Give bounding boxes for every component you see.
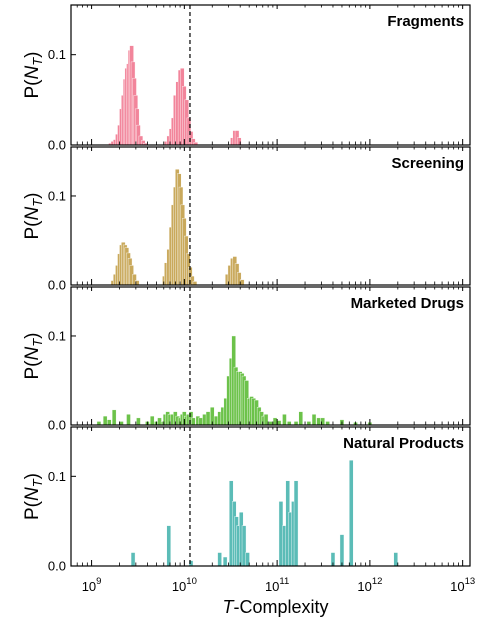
bar <box>298 411 303 426</box>
y-tick-label: 0.1 <box>48 47 66 62</box>
panel-title: Fragments <box>387 13 464 30</box>
bar <box>293 480 299 567</box>
bar <box>272 417 278 426</box>
bar <box>130 552 136 567</box>
bar <box>311 414 317 426</box>
bar <box>166 525 172 567</box>
bar <box>149 415 155 426</box>
y-tick-label: 0.1 <box>48 469 66 484</box>
bar <box>339 534 345 567</box>
bar <box>276 420 282 426</box>
bar <box>217 552 222 567</box>
panel-title: Screening <box>391 155 464 172</box>
x-tick-label: 1012 <box>357 576 382 594</box>
panel-screening: 0.0 0.1 Screening P(NT) <box>22 146 471 293</box>
y-tick-label: 0.0 <box>48 278 66 293</box>
panel-marketed-drugs: 0.0 0.1 Marketed Drugs P(NT) <box>22 286 471 433</box>
panel-frame <box>70 426 471 567</box>
x-tick-label: 1010 <box>172 576 197 594</box>
bar <box>111 409 117 426</box>
bar <box>136 417 141 426</box>
y-axis-label: P(NT) <box>22 473 45 520</box>
bar <box>393 552 398 567</box>
bar <box>107 419 112 426</box>
bar <box>316 417 321 426</box>
panel-natural-products: 0.0 0.1 Natural Products P(NT) <box>22 426 471 574</box>
y-axis-label: P(NT) <box>22 51 45 98</box>
y-axis-label: P(NT) <box>22 192 45 239</box>
bar <box>205 411 211 426</box>
panel-title: Natural Products <box>343 435 464 452</box>
y-tick-label: 0.1 <box>48 328 66 343</box>
y-tick-label: 0.0 <box>48 559 66 574</box>
bar <box>198 417 203 426</box>
y-tick-label: 0.1 <box>48 188 66 203</box>
bar <box>349 459 354 567</box>
bar <box>239 279 245 286</box>
x-axis-label: T-Complexity <box>222 597 328 617</box>
x-tick-label: 1013 <box>450 576 475 594</box>
bar <box>263 414 269 426</box>
bar <box>222 556 228 567</box>
bar <box>126 414 131 426</box>
y-tick-label: 0.0 <box>48 418 66 433</box>
bar <box>102 415 108 426</box>
x-tick-label: 1011 <box>265 576 289 594</box>
panel-frame <box>70 146 471 286</box>
y-tick-label: 0.0 <box>48 138 66 153</box>
bar <box>282 414 287 426</box>
panel-frame <box>70 286 471 426</box>
bar <box>191 417 196 426</box>
panel-frame <box>70 4 471 146</box>
y-axis-label: P(NT) <box>22 332 45 379</box>
panel-title: Marketed Drugs <box>351 295 464 312</box>
x-tick-label: 109 <box>82 576 102 594</box>
panel-fragments: 0.0 0.1 Fragments P(NT) <box>22 4 471 153</box>
